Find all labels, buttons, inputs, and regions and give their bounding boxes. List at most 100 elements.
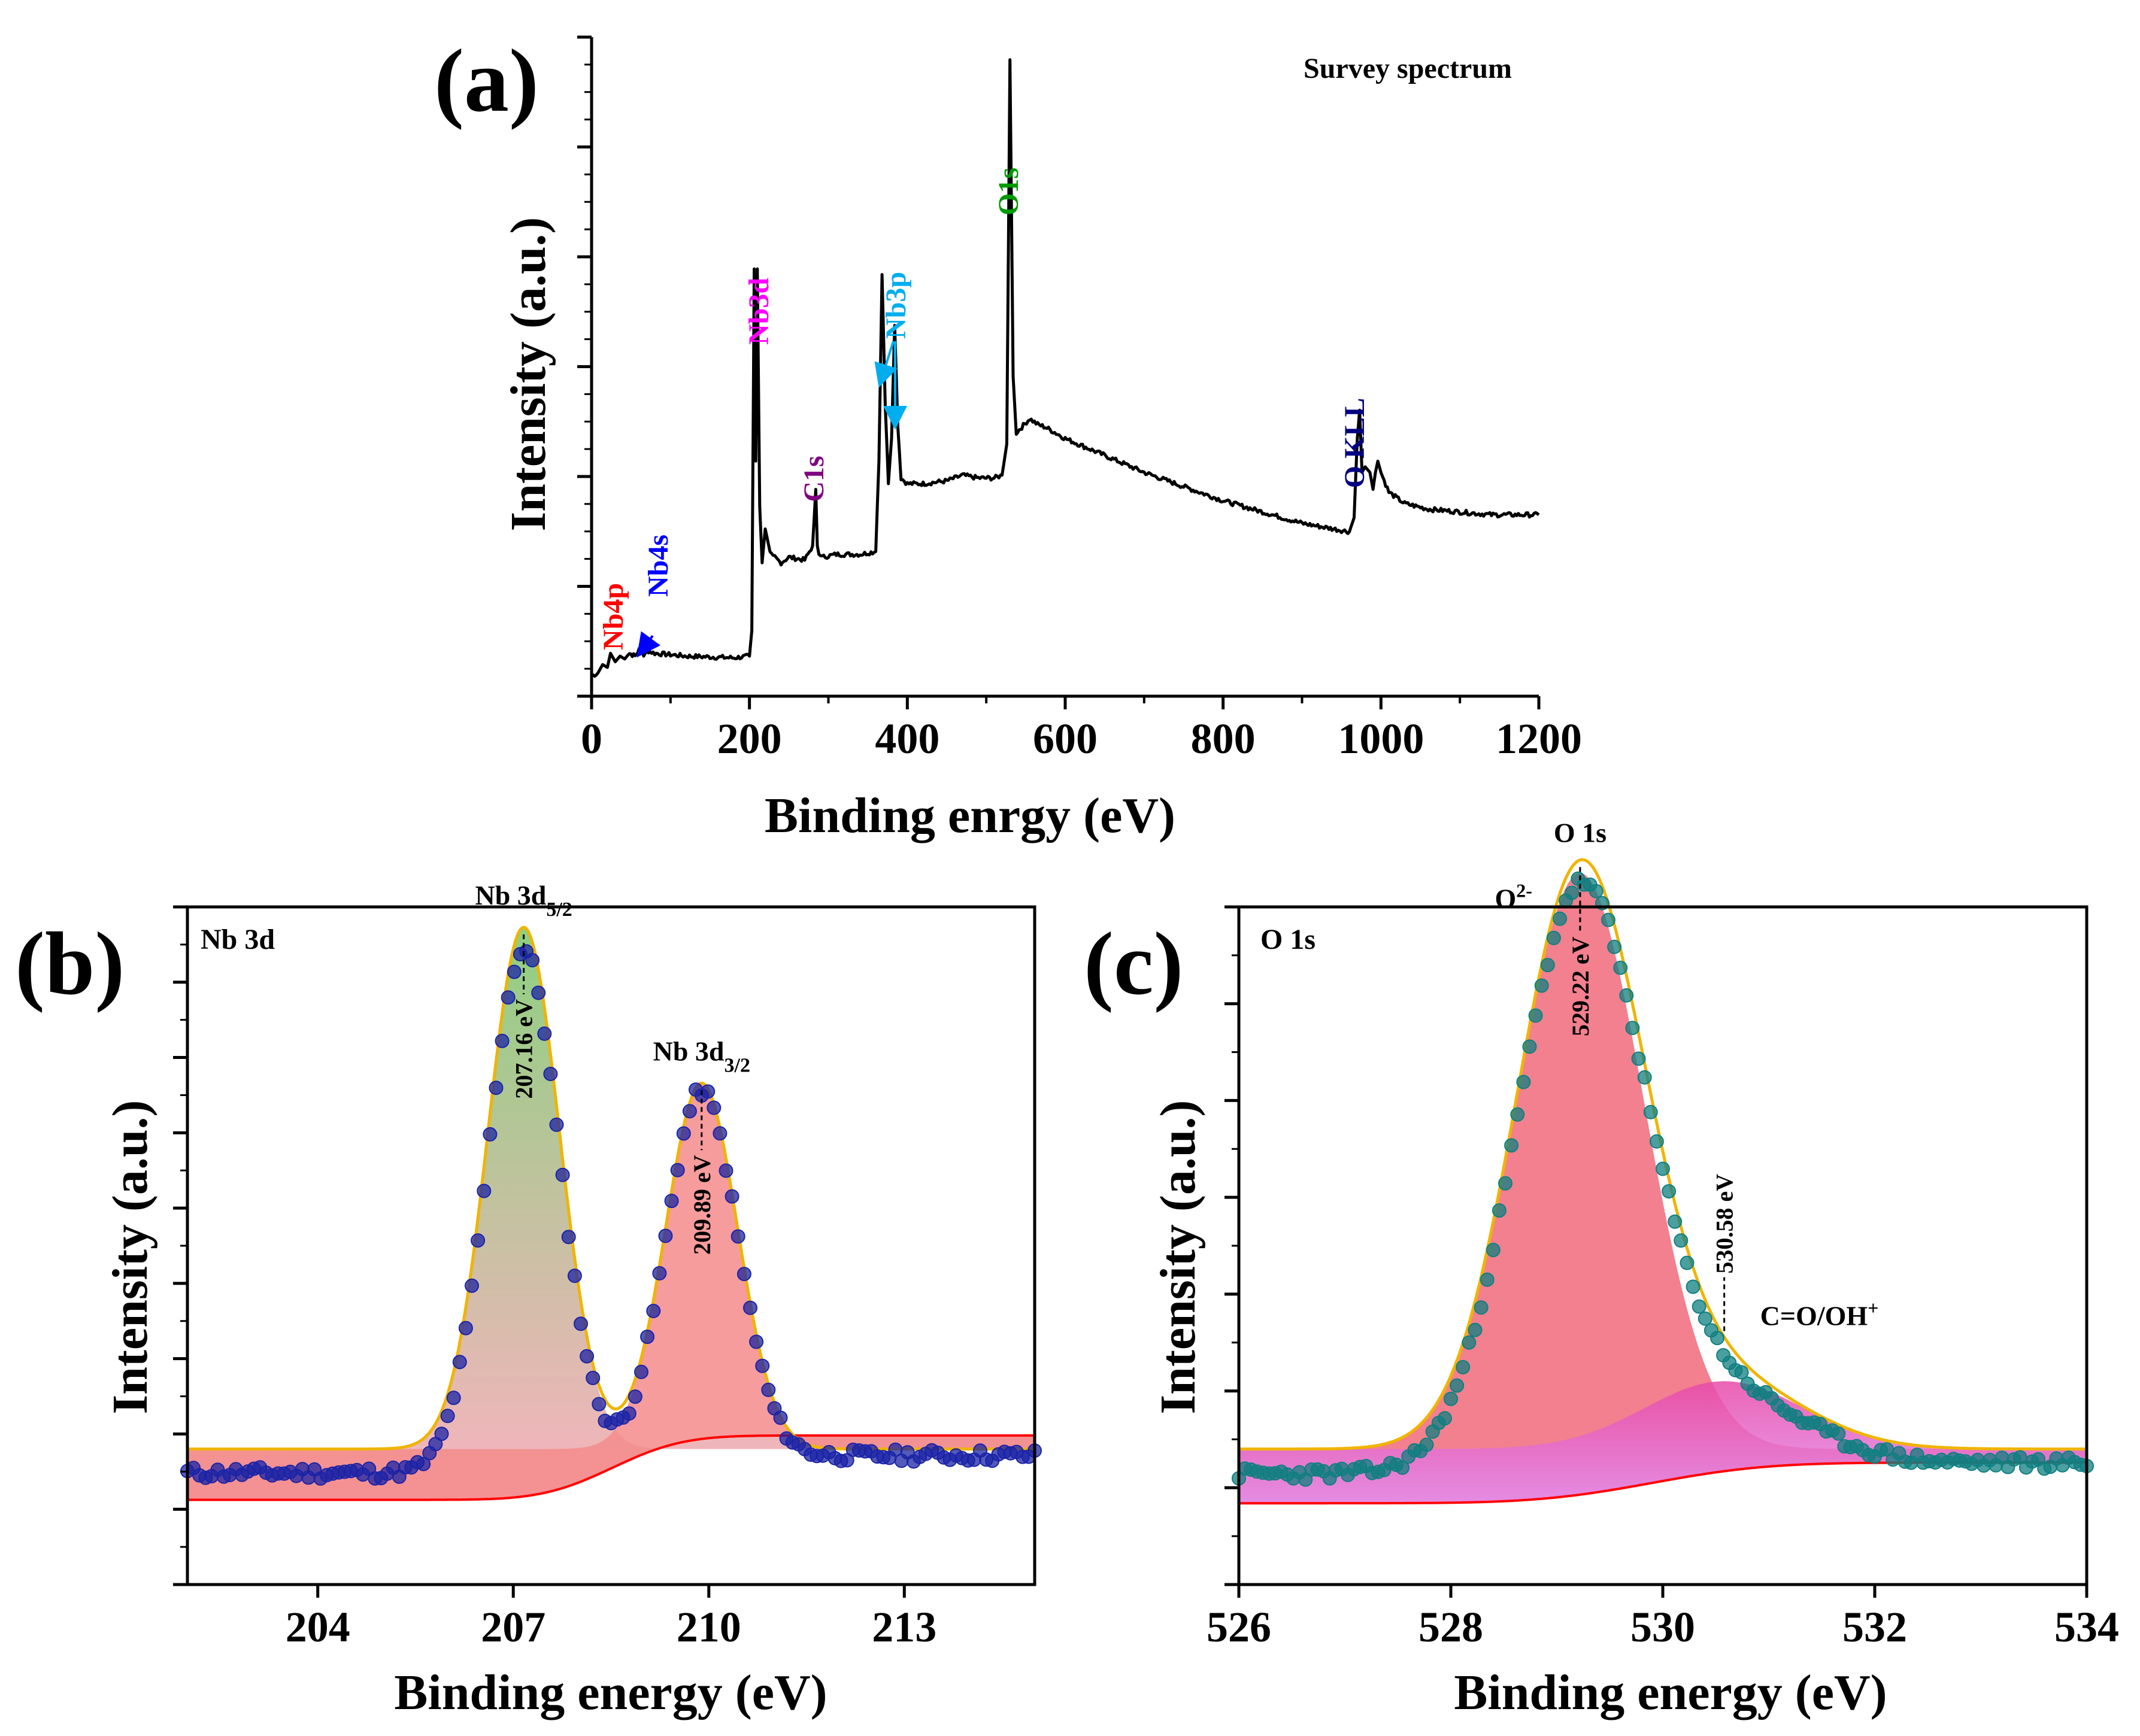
data-point — [1456, 1359, 1471, 1374]
data-point — [495, 1033, 510, 1048]
data-point — [1607, 939, 1622, 954]
panel-a-letter: (a) — [434, 31, 539, 130]
data-point — [652, 1266, 667, 1280]
data-point — [1625, 1021, 1640, 1036]
co-oh-label: C=O/OH+ — [1760, 1297, 1879, 1331]
fit-envelope-line — [1239, 858, 2087, 1451]
data-point — [634, 1364, 648, 1379]
x-tick-label: 526 — [1207, 1603, 1271, 1651]
data-point — [701, 1084, 716, 1099]
data-point — [586, 1370, 601, 1385]
data-point — [646, 1304, 661, 1318]
fit-component-1 — [1239, 873, 2087, 1504]
data-point — [1510, 1107, 1525, 1122]
ev-label-2: 209.89 eV — [689, 1155, 716, 1255]
panel-a-survey: 0 200 400 600 800 1000 1200 (a) Survey spectru… — [434, 31, 1582, 843]
x-tick-label: 1000 — [1338, 715, 1424, 763]
panel-a-x-axis-label: Binding enrgy (eV) — [765, 788, 1175, 843]
data-point — [1462, 1335, 1477, 1350]
panel-a-title: Survey spectrum — [1304, 53, 1512, 84]
data-point — [1601, 912, 1615, 927]
panel-c-letter: (c) — [1084, 914, 1183, 1013]
data-point — [440, 1409, 455, 1424]
panel-b-x-axis-label: Binding energy (eV) — [394, 1665, 827, 1720]
data-point — [1522, 1039, 1537, 1054]
x-tick-label: 213 — [872, 1603, 936, 1651]
data-point — [1444, 1391, 1458, 1406]
data-point — [1674, 1233, 1689, 1248]
data-point — [713, 1126, 728, 1141]
data-point — [1710, 1331, 1724, 1346]
x-tick-label: 200 — [717, 715, 782, 763]
o2-superscript: 2- — [1516, 880, 1532, 902]
data-point — [1637, 1070, 1652, 1085]
data-point — [1662, 1184, 1677, 1199]
data-point — [1734, 1365, 1749, 1380]
x-tick-label: 532 — [1842, 1603, 1907, 1651]
peak-label: Nb4s — [642, 535, 674, 597]
x-tick-label: 530 — [1630, 1603, 1695, 1651]
data-point — [1395, 1460, 1410, 1475]
panel-c-y-axis-label: Intensity (a.u.) — [1150, 1100, 1206, 1414]
data-point — [749, 1334, 764, 1349]
nb3p-arrow-1 — [874, 341, 898, 388]
data-point — [537, 1026, 552, 1041]
data-point — [1437, 1411, 1452, 1426]
panel-a-peak-annotations: Nb4p Nb4s Nb3d C1s Nb3p O1s O KLL — [598, 168, 1371, 658]
panel-a-plot-area — [590, 58, 1540, 678]
x-tick-label: 207 — [481, 1603, 545, 1651]
data-point — [489, 1081, 504, 1095]
data-point — [1656, 1161, 1670, 1176]
data-point — [543, 1067, 558, 1081]
x-tick-label: 800 — [1191, 715, 1256, 763]
x-tick-label: 534 — [2054, 1603, 2119, 1651]
data-point — [755, 1358, 770, 1373]
panel-b-plot-area — [180, 925, 1042, 1501]
x-tick-label: 0 — [581, 715, 602, 763]
peak-label-subscript: 5/2 — [546, 898, 572, 920]
data-point — [452, 1355, 467, 1370]
data-point — [1692, 1299, 1706, 1314]
data-point — [628, 1389, 642, 1404]
data-point — [1546, 930, 1561, 945]
data-point — [839, 1453, 854, 1468]
data-point — [725, 1189, 739, 1204]
data-point — [434, 1427, 449, 1441]
data-point — [622, 1406, 636, 1421]
data-point — [640, 1330, 655, 1345]
data-point — [1450, 1378, 1465, 1393]
data-point — [561, 1230, 576, 1245]
data-point — [483, 1127, 498, 1142]
peak-label: Nb3p — [880, 272, 912, 339]
data-point — [1516, 1075, 1531, 1089]
x-tick-label: 1200 — [1496, 715, 1582, 763]
data-point — [574, 1316, 588, 1331]
data-point — [1553, 911, 1568, 926]
data-point — [446, 1391, 461, 1406]
peak-label: Nb3d — [743, 278, 775, 345]
panel-c-x-axis-label: Binding energy (eV) — [1454, 1665, 1887, 1720]
fit-component-2 — [1239, 1381, 2087, 1504]
data-point — [555, 1167, 570, 1182]
data-point — [719, 1163, 733, 1178]
data-point — [743, 1300, 757, 1315]
data-point — [531, 985, 546, 1000]
panel-b-ticks: 204 207 210 213 — [173, 905, 1036, 1651]
peak-label: C1s — [798, 456, 830, 502]
data-point — [1613, 960, 1628, 975]
nb4s-arrow — [636, 631, 661, 658]
data-point — [730, 1229, 745, 1244]
data-point — [1468, 1322, 1483, 1337]
data-point — [1419, 1437, 1434, 1452]
data-point — [465, 1278, 479, 1293]
x-tick-label: 400 — [875, 715, 939, 763]
data-point — [676, 1126, 691, 1141]
x-tick-label: 600 — [1033, 715, 1098, 763]
data-point — [525, 953, 540, 967]
data-point — [664, 1194, 679, 1209]
panel-a-ticks: 0 200 400 600 800 1000 1200 — [577, 35, 1582, 763]
data-point — [1686, 1279, 1701, 1294]
panel-b-nb3d: 204 207 210 213 (b) Nb 3d Binding energy (e… — [15, 880, 1042, 1720]
o1s-peak-label: O 1s — [1554, 818, 1606, 848]
